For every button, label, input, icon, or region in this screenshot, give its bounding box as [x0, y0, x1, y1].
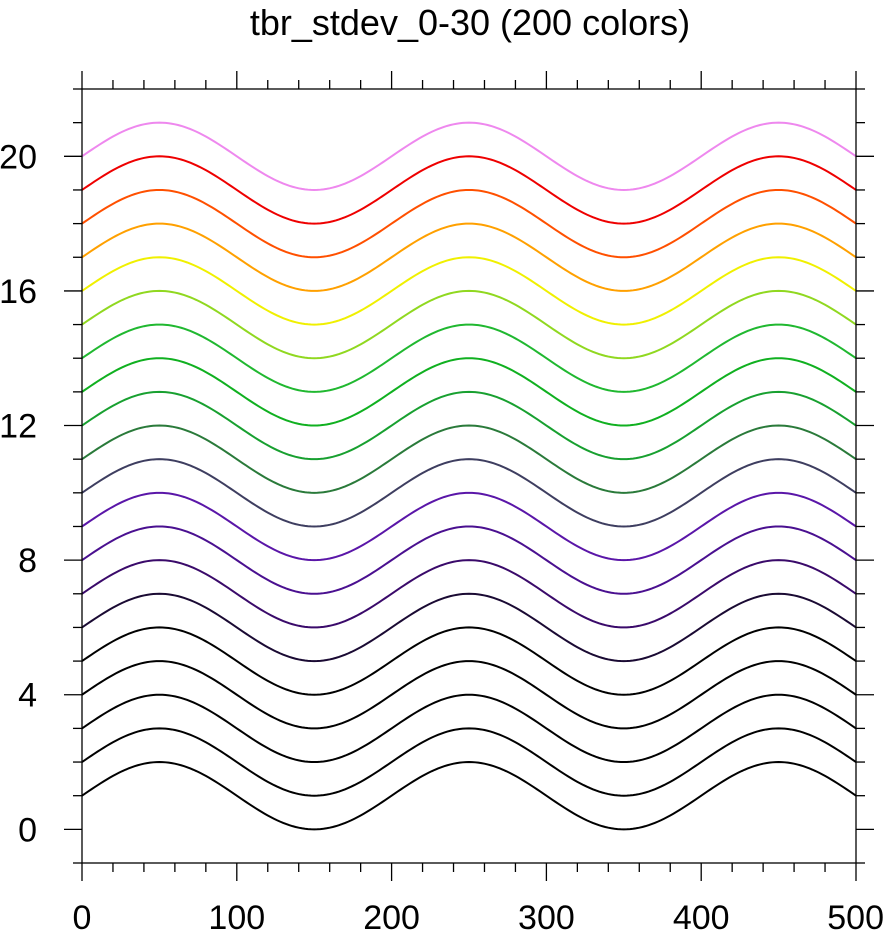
series-line-5 [81, 626, 857, 696]
series-layer [81, 121, 857, 831]
series-line-7 [81, 559, 857, 629]
series-line-4 [81, 660, 857, 730]
y-tick-label: 16 [0, 273, 37, 311]
series-line-9 [81, 491, 857, 562]
series-line-11 [81, 424, 857, 494]
series-line-15 [81, 289, 857, 360]
x-tick-label: 300 [518, 899, 575, 935]
y-tick-label: 20 [0, 138, 37, 176]
x-tick-label: 200 [363, 899, 420, 935]
plot-frame [81, 88, 857, 864]
y-tick-label: 12 [0, 408, 37, 446]
y-tick-label: 0 [18, 811, 37, 849]
series-line-10 [81, 458, 857, 528]
series-line-13 [81, 357, 857, 427]
series-line-14 [81, 323, 857, 393]
series-line-3 [81, 693, 857, 764]
series-line-12 [81, 390, 857, 461]
series-line-2 [81, 727, 857, 797]
x-tick-label: 0 [73, 899, 92, 935]
series-line-17 [81, 222, 857, 292]
series-line-20 [81, 121, 857, 191]
series-line-6 [81, 592, 857, 663]
x-tick-label: 400 [673, 899, 730, 935]
series-line-19 [81, 155, 857, 225]
tick-labels: 0 100 200 300 400 500 0 4 8 12 16 20 [0, 138, 884, 935]
series-line-8 [81, 525, 857, 595]
series-line-1 [81, 761, 857, 831]
y-tick-label: 4 [18, 677, 37, 715]
series-line-18 [81, 188, 857, 259]
x-tick-label: 500 [827, 899, 884, 935]
y-tick-label: 8 [18, 542, 37, 580]
x-tick-label: 100 [208, 899, 265, 935]
series-line-16 [81, 256, 857, 326]
ticks-layer [64, 71, 874, 881]
chart-title: tbr_stdev_0-30 (200 colors) [250, 2, 690, 43]
